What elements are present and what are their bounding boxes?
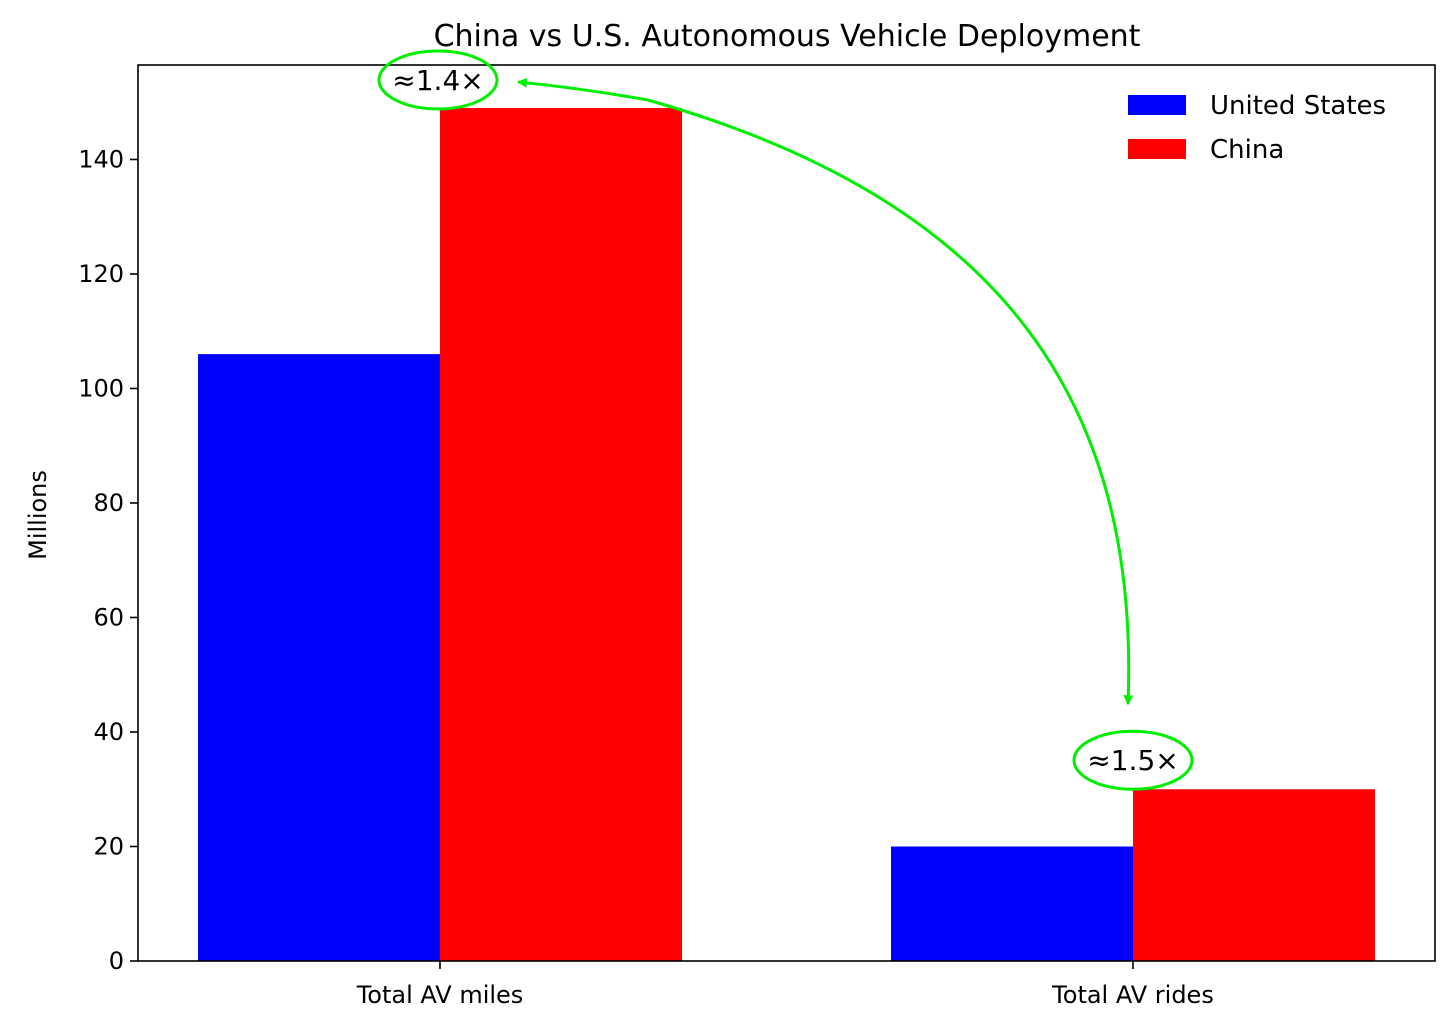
x-axis: Total AV miles Total AV rides bbox=[356, 961, 1214, 1009]
bar-united-states-0 bbox=[198, 354, 440, 961]
y-tick-label: 0 bbox=[109, 947, 124, 975]
legend-label: China bbox=[1210, 135, 1284, 165]
y-tick-label: 20 bbox=[93, 832, 124, 860]
legend-swatch bbox=[1128, 139, 1186, 159]
annotation-label: ≈1.5× bbox=[1087, 744, 1178, 777]
y-axis: 0 20 40 60 80 100 120 140 bbox=[78, 145, 138, 975]
annotation-ellipse bbox=[377, 49, 499, 111]
y-tick-label: 120 bbox=[78, 260, 124, 288]
annotation-ellipse bbox=[1072, 729, 1194, 791]
x-tick-label: Total AV rides bbox=[1051, 981, 1214, 1009]
y-tick-label: 60 bbox=[93, 603, 124, 631]
annotations: ≈1.4× ≈1.5× bbox=[377, 49, 1194, 791]
y-axis-title: Millions bbox=[24, 470, 52, 560]
bar-china-0 bbox=[440, 107, 682, 961]
legend-label: United States bbox=[1210, 91, 1386, 121]
plot-frame bbox=[137, 64, 1436, 962]
y-tick-label: 80 bbox=[93, 489, 124, 517]
y-tick-label: 100 bbox=[78, 374, 124, 402]
legend-swatch bbox=[1128, 95, 1186, 115]
bars-layer bbox=[198, 107, 1375, 961]
bar-china-1 bbox=[1133, 789, 1375, 961]
y-tick-label: 140 bbox=[78, 145, 124, 173]
annotation-label: ≈1.4× bbox=[392, 64, 483, 97]
annotation-arrow bbox=[647, 98, 1134, 706]
chart-title: China vs U.S. Autonomous Vehicle Deploym… bbox=[434, 19, 1141, 54]
x-tick-label: Total AV miles bbox=[356, 981, 524, 1009]
annotation-arrow bbox=[517, 77, 649, 102]
bar-united-states-1 bbox=[891, 846, 1133, 961]
legend: United States China bbox=[1128, 91, 1386, 165]
y-tick-label: 40 bbox=[93, 718, 124, 746]
